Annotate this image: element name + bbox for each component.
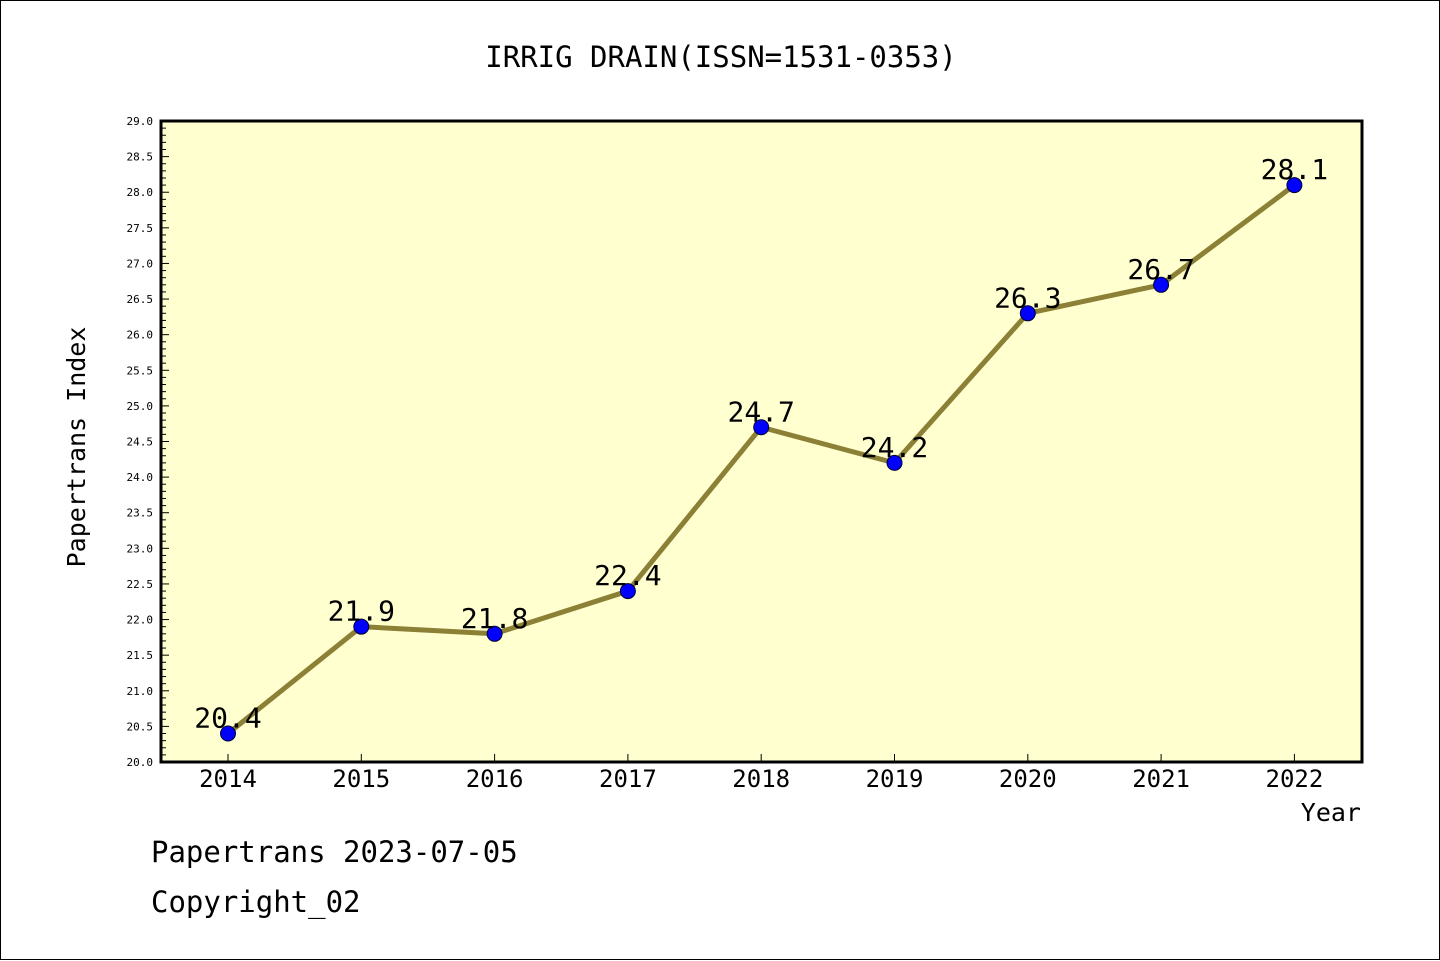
data-point (619, 583, 636, 600)
y-tick-label: 21.0 (127, 685, 154, 698)
y-tick-label: 21.5 (127, 649, 154, 662)
y-tick-label: 25.0 (127, 400, 154, 413)
x-axis-label: Year (1301, 798, 1361, 827)
y-tick-label: 22.0 (127, 614, 154, 627)
data-point (1286, 177, 1303, 194)
y-tick-label: 23.5 (127, 507, 154, 520)
data-point (753, 419, 770, 436)
data-point (1019, 305, 1036, 322)
data-label: 21.8 (461, 602, 528, 635)
data-label: 24.7 (727, 395, 794, 428)
data-label: 22.4 (594, 559, 661, 592)
x-tick-label: 2018 (732, 765, 790, 793)
footer-date: Papertrans 2023-07-05 (151, 835, 518, 869)
y-tick-label: 26.0 (127, 329, 154, 342)
y-tick-label: 28.0 (127, 186, 154, 199)
data-label: 24.2 (861, 431, 928, 464)
data-label: 21.9 (328, 595, 395, 628)
y-tick-label: 22.5 (127, 578, 154, 591)
data-point (886, 454, 903, 471)
y-tick-label: 26.5 (127, 293, 154, 306)
x-tick-label: 2020 (999, 765, 1057, 793)
y-tick-label: 23.0 (127, 542, 154, 555)
x-axis-ticks: 2014 2015 2016 2017 2018 2019 2020 2021 2022 (199, 754, 1323, 793)
data-point (220, 725, 236, 742)
y-tick-label: 24.0 (127, 471, 154, 484)
data-point (353, 618, 370, 635)
chart-title: IRRIG DRAIN(ISSN=1531-0353) (485, 40, 956, 74)
data-label: 26.7 (1127, 253, 1194, 286)
y-tick-label: 25.5 (127, 364, 154, 377)
data-point (1153, 276, 1170, 293)
y-tick-label: 29.0 (127, 115, 154, 128)
x-tick-label: 2016 (466, 765, 524, 793)
x-tick-label: 2017 (599, 765, 657, 793)
y-tick-label: 20.0 (127, 756, 154, 769)
y-tick-label: 27.0 (127, 257, 154, 270)
x-tick-label: 2022 (1266, 765, 1324, 793)
x-tick-label: 2019 (866, 765, 924, 793)
plot-area (159, 119, 1364, 764)
y-axis-label: Papertrans Index (62, 327, 91, 568)
footer-copyright: Copyright_02 (151, 885, 361, 919)
series-layer: 20.4 21.9 21.8 22.4 24.7 24.2 26.3 26.7 28.1 (194, 153, 1328, 742)
y-tick-label: 24.5 (127, 436, 154, 449)
x-tick-label: 2015 (332, 765, 390, 793)
data-label: 28.1 (1261, 153, 1328, 186)
data-label: 26.3 (994, 281, 1061, 314)
data-point (486, 625, 503, 642)
x-tick-label: 2014 (199, 765, 257, 793)
y-tick-label: 28.5 (127, 151, 154, 164)
y-axis-ticks: 20.0 20.5 21.0 21.5 22.0 22.5 23.0 23.5 24.0 24.5… (127, 115, 169, 769)
y-tick-label: 27.5 (127, 222, 154, 235)
x-tick-label: 2021 (1132, 765, 1190, 793)
data-label: 20.4 (194, 702, 261, 735)
y-tick-label: 20.5 (127, 720, 154, 733)
